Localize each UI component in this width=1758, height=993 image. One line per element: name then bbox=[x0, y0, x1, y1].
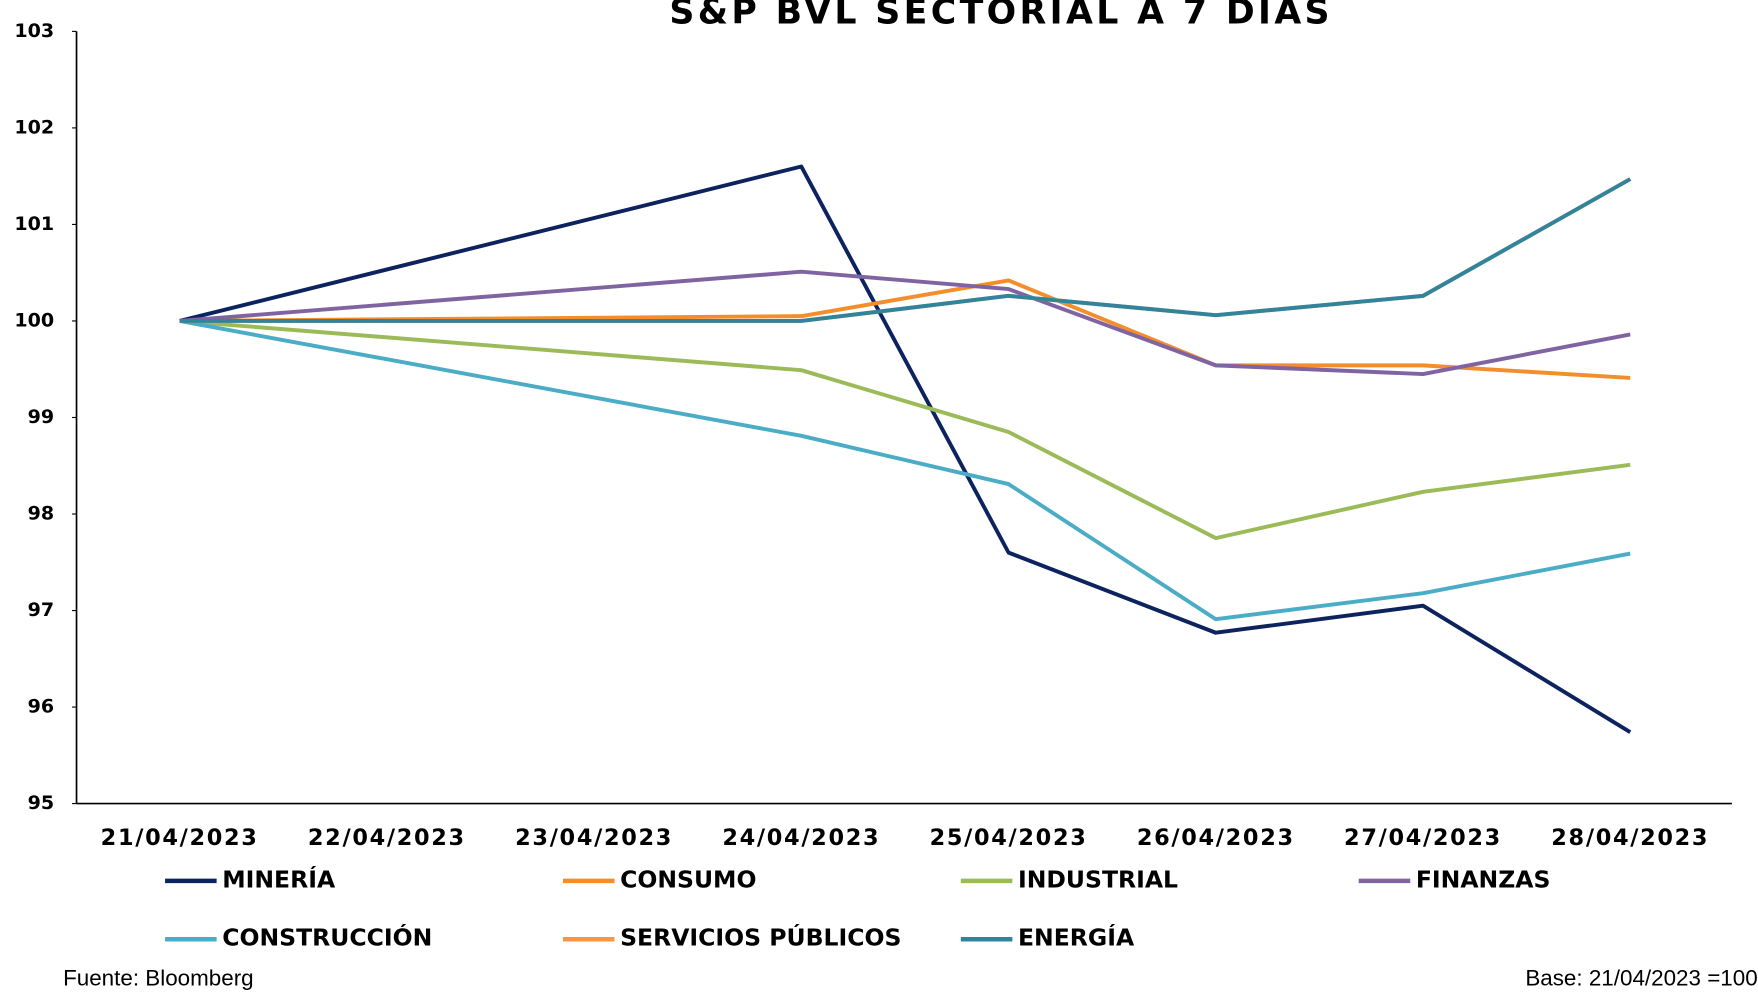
series-line bbox=[179, 177, 1632, 323]
series-line bbox=[179, 319, 1631, 622]
chart-title: S&P BVL SECTORIAL A 7 DÍAS bbox=[669, 0, 1333, 32]
x-tick-label: 23/04/2023 bbox=[515, 825, 673, 851]
y-tick-label: 103 bbox=[14, 20, 54, 42]
legend-label: MINERÍA bbox=[222, 865, 336, 893]
y-tick-label: 95 bbox=[28, 792, 55, 814]
x-tick-label: 27/04/2023 bbox=[1344, 825, 1502, 851]
y-tick-label: 96 bbox=[28, 696, 55, 718]
x-tick-label: 24/04/2023 bbox=[722, 825, 880, 851]
x-tick-label: 21/04/2023 bbox=[101, 825, 259, 851]
y-tick-label: 101 bbox=[14, 213, 54, 235]
series-line bbox=[179, 269, 1631, 377]
legend-label: INDUSTRIAL bbox=[1018, 865, 1178, 893]
legend-label: SERVICIOS PÚBLICOS bbox=[620, 924, 901, 952]
y-tick-label: 102 bbox=[14, 116, 54, 138]
source: Fuente: Bloomberg bbox=[63, 965, 254, 990]
legend-label: CONSTRUCCIÓN bbox=[222, 924, 432, 952]
x-tick-label: 22/04/2023 bbox=[308, 825, 466, 851]
series-line bbox=[179, 164, 1632, 734]
legend-label: ENERGÍA bbox=[1018, 924, 1135, 952]
y-tick-label: 98 bbox=[28, 503, 55, 525]
x-tick-label: 28/04/2023 bbox=[1551, 825, 1709, 851]
x-tick-label: 26/04/2023 bbox=[1137, 825, 1295, 851]
base-note: Base: 21/04/2023 =100 bbox=[1525, 965, 1757, 990]
y-tick-label: 100 bbox=[14, 309, 54, 331]
y-tick-label: 97 bbox=[28, 599, 55, 621]
series-line bbox=[179, 319, 1631, 541]
y-tick-label: 99 bbox=[28, 406, 55, 428]
x-tick-label: 25/04/2023 bbox=[930, 825, 1088, 851]
legend-label: FINANZAS bbox=[1416, 865, 1551, 893]
legend-label: CONSUMO bbox=[620, 865, 756, 893]
